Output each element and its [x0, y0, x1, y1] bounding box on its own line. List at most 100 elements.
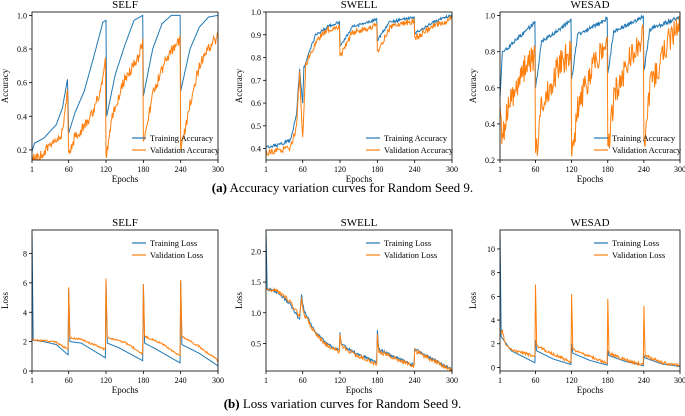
x-tick-label: 120 — [100, 376, 112, 385]
y-tick-label: 0.6 — [251, 99, 261, 108]
x-tick-label: 60 — [532, 376, 540, 385]
x-tick-label: 300 — [212, 165, 224, 174]
x-tick-label: 240 — [638, 376, 650, 385]
y-tick-label: 2 — [491, 340, 495, 349]
x-tick-label: 240 — [638, 165, 650, 174]
x-tick-label: 1 — [498, 165, 502, 174]
x-tick-label: 240 — [175, 376, 187, 385]
legend: Training Accuracy Validation Accuracy — [594, 133, 682, 155]
legend: Training Loss Validation Loss — [366, 238, 437, 260]
chart-acc-wesad: 1 60 120 180 240 300 0.2 0.4 0.6 0.8 1.0 WESAD Epoch… — [468, 0, 685, 184]
x-axis-label: Epochs — [577, 174, 604, 184]
legend-label: Validation Loss — [612, 250, 665, 260]
chart-acc-self: 1 60 120 180 240 300 0.2 0.4 0.6 0.8 1.0 SELF Epochs… — [0, 0, 224, 184]
caption-accuracy: (a) Accuracy variation curves for Random… — [0, 180, 685, 196]
y-tick-label: 0 — [491, 363, 495, 372]
legend-label: Training Loss — [384, 238, 431, 248]
x-tick-label: 300 — [446, 376, 458, 385]
x-tick-label: 60 — [65, 165, 73, 174]
x-tick-label: 1 — [30, 376, 34, 385]
chart-title: WESAD — [570, 217, 609, 229]
x-tick-label: 180 — [371, 165, 383, 174]
legend-label: Validation Loss — [150, 250, 203, 260]
y-axis-label: Accuracy — [0, 68, 10, 103]
y-tick-label: 6 — [491, 292, 495, 301]
legend-label: Training Accuracy — [150, 133, 214, 143]
x-axis-label: Epochs — [346, 385, 373, 395]
x-tick-label: 1 — [264, 165, 268, 174]
y-axis-label: Accuracy — [234, 68, 244, 103]
x-axis-label: Epochs — [112, 385, 139, 395]
y-axis-label: Loss — [468, 292, 478, 310]
x-tick-label: 180 — [371, 376, 383, 385]
x-tick-label: 1 — [264, 376, 268, 385]
caption-loss-letter: (b) — [223, 396, 240, 411]
y-tick-label: 1.0 — [251, 309, 261, 318]
chart-title: WESAD — [570, 0, 609, 11]
series-training-line — [266, 233, 452, 371]
chart-loss-swell: 1 60 120 180 240 300 0.5 1.0 1.5 2.0 SWELL Epochs Lo… — [234, 217, 458, 395]
legend-label: Training Accuracy — [612, 133, 676, 143]
legend-label: Validation Loss — [384, 250, 437, 260]
plot-frame — [265, 229, 453, 372]
x-tick-label: 60 — [299, 376, 307, 385]
y-tick-label: 0.8 — [485, 48, 495, 57]
caption-loss: (b) Loss variation curves for Random See… — [0, 396, 685, 412]
caption-accuracy-letter: (a) — [211, 180, 227, 195]
series-validation-line — [266, 286, 452, 371]
legend-label: Validation Accuracy — [150, 145, 220, 155]
x-tick-label: 60 — [65, 376, 73, 385]
y-tick-label: 0.9 — [251, 31, 261, 40]
series-training-line — [500, 14, 680, 97]
series-validation-line — [500, 15, 680, 157]
plot-frame — [265, 11, 453, 161]
x-tick-label: 120 — [334, 165, 346, 174]
x-tick-label: 60 — [299, 165, 307, 174]
y-tick-label: 4 — [23, 308, 27, 317]
y-tick-label: 10 — [487, 245, 495, 254]
y-axis-label: Accuracy — [468, 68, 478, 103]
chart-title: SWELL — [341, 0, 378, 11]
series-training-line — [32, 234, 218, 367]
y-tick-label: 0.2 — [17, 146, 27, 155]
y-tick-label: 8 — [491, 269, 495, 278]
x-tick-label: 240 — [409, 165, 421, 174]
x-tick-label: 240 — [409, 376, 421, 385]
x-tick-label: 180 — [137, 165, 149, 174]
y-tick-label: 0.4 — [485, 120, 495, 129]
y-tick-label: 2.0 — [251, 247, 261, 256]
plot-frame — [499, 229, 681, 372]
legend: Training Accuracy Validation Accuracy — [132, 133, 220, 155]
y-tick-label: 4 — [491, 316, 495, 325]
x-tick-label: 120 — [566, 165, 578, 174]
x-tick-label: 1 — [498, 376, 502, 385]
plot-frame — [31, 229, 219, 372]
chart-loss-wesad: 1 60 120 180 240 300 0 2 4 6 8 10 WESAD Epochs Loss Tra… — [468, 217, 685, 395]
x-tick-label: 120 — [334, 376, 346, 385]
legend: Training Loss Validation Loss — [594, 238, 665, 260]
legend-label: Training Accuracy — [384, 133, 448, 143]
y-tick-label: 0.2 — [485, 156, 495, 165]
chart-title: SELF — [112, 217, 138, 229]
x-tick-label: 300 — [212, 376, 224, 385]
y-tick-label: 0.5 — [251, 122, 261, 131]
legend-label: Training Loss — [612, 238, 659, 248]
legend: Training Accuracy Validation Accuracy — [366, 133, 454, 155]
x-axis-label: Epochs — [112, 174, 139, 184]
y-tick-label: 0.4 — [17, 112, 27, 121]
legend-label: Validation Accuracy — [612, 145, 682, 155]
chart-loss-self: 1 60 120 180 240 300 0 2 4 6 8 SELF Epochs Loss Traini… — [0, 217, 224, 395]
series-training-line — [500, 233, 680, 367]
series-training-line — [32, 14, 218, 152]
y-tick-label: 0.7 — [251, 76, 261, 85]
y-tick-label: 0.4 — [251, 145, 261, 154]
plot-frame — [499, 11, 681, 161]
x-tick-label: 300 — [446, 165, 458, 174]
series-validation-line — [266, 15, 452, 157]
y-tick-label: 0 — [23, 367, 27, 376]
x-tick-label: 180 — [602, 376, 614, 385]
x-tick-label: 120 — [566, 376, 578, 385]
y-tick-label: 1.5 — [251, 278, 261, 287]
y-tick-label: 0.8 — [17, 45, 27, 54]
